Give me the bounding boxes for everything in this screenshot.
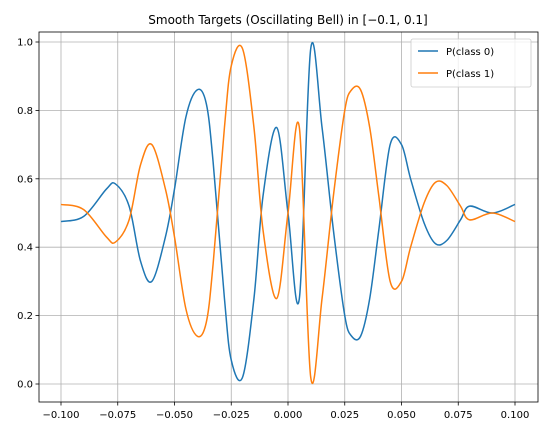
- x-tick-label: −0.025: [213, 410, 250, 421]
- series-line-class-1: [60, 44, 516, 385]
- legend-box: [410, 38, 532, 88]
- plot-frame: [38, 31, 539, 403]
- series-line-class-0: [60, 41, 516, 382]
- chart-title: Smooth Targets (Oscillating Bell) in [−0…: [148, 13, 427, 27]
- y-tick-label: 0.4: [17, 243, 33, 254]
- x-tick-label: 0.000: [274, 410, 303, 421]
- y-tick-label: 1.0: [17, 38, 33, 49]
- x-tick-label: 0.100: [501, 410, 530, 421]
- y-tick-label: 0.0: [17, 380, 33, 391]
- series-group: [60, 41, 516, 385]
- x-tick-label: 0.075: [444, 410, 473, 421]
- legend-label-class-0: P(class 0): [446, 47, 494, 58]
- x-tick-label: −0.075: [99, 410, 136, 421]
- legend-label-class-1: P(class 1): [446, 69, 494, 80]
- x-tick-label: −0.050: [156, 410, 193, 421]
- x-axis: −0.100 −0.075 −0.050 −0.025 0.000 0.025 0.050 0…: [42, 402, 529, 421]
- x-tick-label: 0.025: [330, 410, 359, 421]
- y-axis: 0.0 0.2 0.4 0.6 0.8 1.0: [17, 38, 39, 391]
- x-tick-label: −0.100: [42, 410, 79, 421]
- y-tick-label: 0.6: [17, 174, 33, 185]
- legend: P(class 0) P(class 1): [410, 38, 532, 88]
- y-tick-label: 0.8: [17, 106, 33, 117]
- y-tick-label: 0.2: [17, 311, 33, 322]
- x-tick-label: 0.050: [387, 410, 416, 421]
